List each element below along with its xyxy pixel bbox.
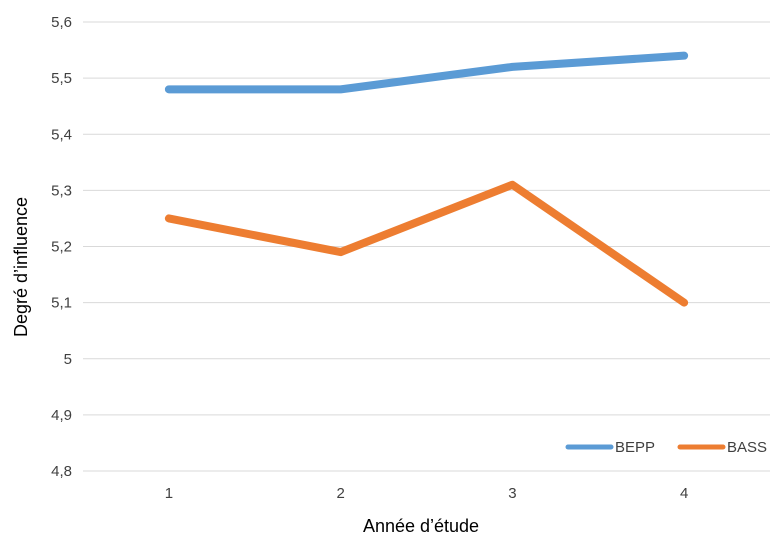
series-line-bass [164, 180, 689, 307]
y-tick-label: 5 [64, 351, 72, 368]
series-line-bepp [164, 51, 689, 94]
data-point-bass [511, 184, 513, 186]
series-lines [164, 51, 689, 307]
x-axis-ticks: 1 2 3 4 [165, 485, 689, 502]
data-point-bepp [168, 88, 170, 90]
x-tick-label: 1 [165, 485, 173, 502]
legend: BEPP BASS [565, 439, 767, 456]
x-tick-label: 3 [508, 485, 516, 502]
y-tick-label: 4,9 [51, 407, 72, 424]
gridlines [83, 21, 770, 472]
y-axis-ticks: 4,8 4,9 5 5,1 5,2 5,3 5,4 5,5 5,6 [51, 14, 72, 480]
y-tick-label: 5,6 [51, 14, 72, 31]
y-tick-label: 4,8 [51, 463, 72, 480]
y-axis-title: Degré d’influence [11, 197, 31, 337]
y-tick-label: 5,5 [51, 70, 72, 87]
data-point-bepp [340, 88, 342, 90]
legend-label-bepp: BEPP [615, 439, 655, 456]
data-point-bepp [511, 66, 513, 68]
x-axis-title: Année d’étude [363, 516, 479, 536]
y-tick-label: 5,2 [51, 239, 72, 256]
x-tick-label: 2 [336, 485, 344, 502]
x-tick-label: 4 [680, 485, 688, 502]
y-tick-label: 5,3 [51, 182, 72, 199]
data-point-bepp [683, 55, 685, 57]
y-tick-label: 5,4 [51, 126, 72, 143]
y-tick-label: 5,1 [51, 295, 72, 312]
legend-label-bass: BASS [727, 439, 767, 456]
data-point-bass [340, 251, 342, 253]
data-point-bass [683, 302, 685, 304]
data-point-bass [168, 217, 170, 219]
